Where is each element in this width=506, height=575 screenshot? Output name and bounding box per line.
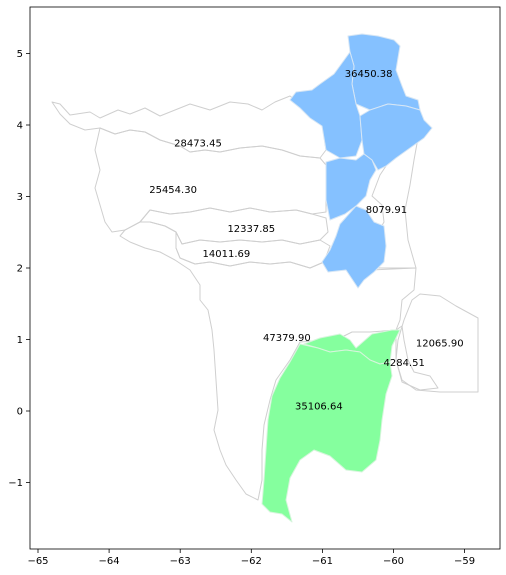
highlighted-regions-blue [289, 33, 433, 289]
region-outline-southeast-inner [395, 325, 439, 391]
region-value-label: 25454.30 [149, 185, 197, 196]
x-tick-label: −59 [454, 556, 475, 567]
region-value-label: 12337.85 [227, 224, 275, 235]
region-value-label: 28473.45 [174, 138, 222, 149]
region-value-label: 14011.69 [203, 249, 251, 260]
region-outline-southeast [395, 293, 479, 393]
region-green-south [261, 343, 393, 523]
region-blue-south [321, 205, 387, 289]
region-value-labels: 36450.38 28473.45 25454.30 12337.85 14011.69… [149, 69, 463, 412]
x-tick-label: −62 [241, 556, 262, 567]
x-tick-label: −63 [170, 556, 191, 567]
x-axis-ticks: −65 −64 −63 −62 −61 −60 −59 [27, 549, 475, 567]
x-tick-label: −60 [383, 556, 404, 567]
region-value-label: 36450.38 [345, 69, 393, 80]
y-tick-label: 0 [17, 407, 23, 418]
region-value-label: 4284.51 [383, 358, 424, 369]
x-tick-label: −65 [27, 556, 48, 567]
y-tick-label: 1 [17, 335, 23, 346]
y-tick-label: 4 [17, 121, 23, 132]
y-tick-label: 3 [17, 192, 23, 203]
region-value-label: 8079.91 [366, 205, 407, 216]
y-tick-label: 5 [17, 49, 23, 60]
region-outline-south [119, 221, 417, 501]
region-blue-middle [325, 153, 377, 221]
region-blue-northwest [289, 51, 363, 159]
region-value-label: 12065.90 [416, 339, 464, 350]
highlighted-regions-green [261, 329, 401, 523]
region-value-label: 35106.64 [295, 401, 343, 412]
y-axis-ticks: −1 0 1 2 3 4 5 [8, 49, 30, 489]
y-tick-label: −1 [8, 478, 23, 489]
region-value-label: 47379.90 [263, 333, 311, 344]
x-tick-label: −61 [312, 556, 333, 567]
region-blue-northeast [359, 103, 433, 171]
y-tick-label: 2 [17, 264, 23, 275]
x-tick-label: −64 [99, 556, 120, 567]
